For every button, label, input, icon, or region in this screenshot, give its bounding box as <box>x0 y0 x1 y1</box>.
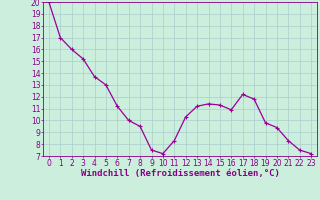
X-axis label: Windchill (Refroidissement éolien,°C): Windchill (Refroidissement éolien,°C) <box>81 169 279 178</box>
